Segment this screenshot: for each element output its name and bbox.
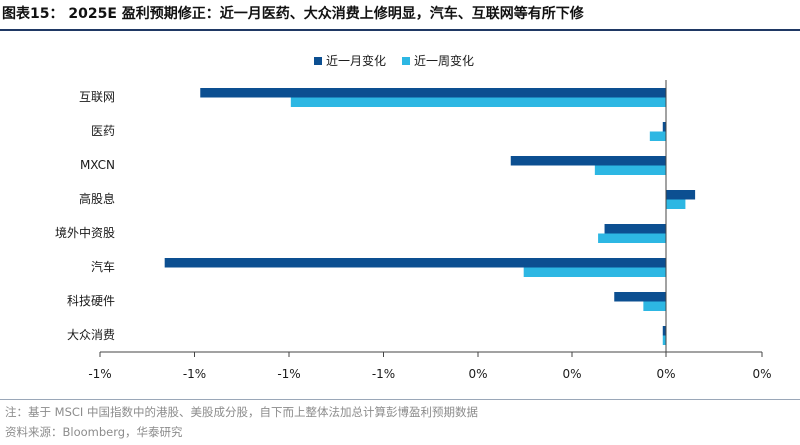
bar-week-6 xyxy=(643,301,666,311)
category-label-7: 大众消费 xyxy=(67,328,115,342)
x-tick-label-2: -1% xyxy=(277,367,300,381)
bar-week-7 xyxy=(662,335,666,345)
legend-item-series-1: 近一月变化 xyxy=(314,52,386,69)
category-label-6: 科技硬件 xyxy=(67,294,115,308)
legend-item-series-2: 近一周变化 xyxy=(402,52,474,69)
bar-week-4 xyxy=(598,233,666,243)
bar-month-3 xyxy=(666,190,696,200)
bar-month-6 xyxy=(614,292,666,302)
bar-week-3 xyxy=(666,199,686,209)
x-tick-label-5: 0% xyxy=(562,367,581,381)
category-label-1: 医药 xyxy=(91,124,115,138)
x-tick-label-3: -1% xyxy=(372,367,395,381)
x-tick-label-7: 0% xyxy=(752,367,771,381)
legend-swatch-series-1 xyxy=(314,56,322,65)
bar-week-1 xyxy=(649,131,666,141)
category-label-3: 高股息 xyxy=(79,191,115,206)
legend-label-series-2: 近一周变化 xyxy=(414,54,475,68)
bar-month-2 xyxy=(510,156,666,166)
bar-week-5 xyxy=(523,267,666,277)
category-label-4: 境外中资股 xyxy=(55,225,115,240)
bar-week-2 xyxy=(594,165,666,175)
x-tick-label-1: -1% xyxy=(183,367,206,381)
bar-month-1 xyxy=(662,122,666,132)
category-label-2: MXCN xyxy=(80,158,115,172)
category-label-0: 互联网 xyxy=(79,90,115,104)
bar-month-0 xyxy=(200,88,666,98)
x-tick-label-6: 0% xyxy=(656,367,675,381)
category-label-5: 汽车 xyxy=(91,259,115,274)
title-rule xyxy=(0,29,800,31)
chart-note: 注：基于 MSCI 中国指数中的港股、美股成分股，自下而上整体法加总计算彭博盈利… xyxy=(5,405,478,419)
legend: 近一月变化 近一周变化 xyxy=(314,52,490,69)
footer-rule xyxy=(0,399,800,400)
x-tick-label-4: 0% xyxy=(468,367,487,381)
legend-label-series-1: 近一月变化 xyxy=(326,54,387,68)
bar-month-4 xyxy=(604,224,666,234)
bar-month-7 xyxy=(662,326,666,336)
legend-swatch-series-2 xyxy=(402,56,411,65)
bar-week-0 xyxy=(290,97,666,107)
chart-source: 资料来源：Bloomberg，华泰研究 xyxy=(5,425,183,439)
x-tick-label-0: -1% xyxy=(88,367,111,381)
bar-month-5 xyxy=(164,258,666,268)
chart-title: 图表15： 2025E 盈利预期修正：近一月医药、大众消费上修明显，汽车、互联网… xyxy=(2,6,584,22)
